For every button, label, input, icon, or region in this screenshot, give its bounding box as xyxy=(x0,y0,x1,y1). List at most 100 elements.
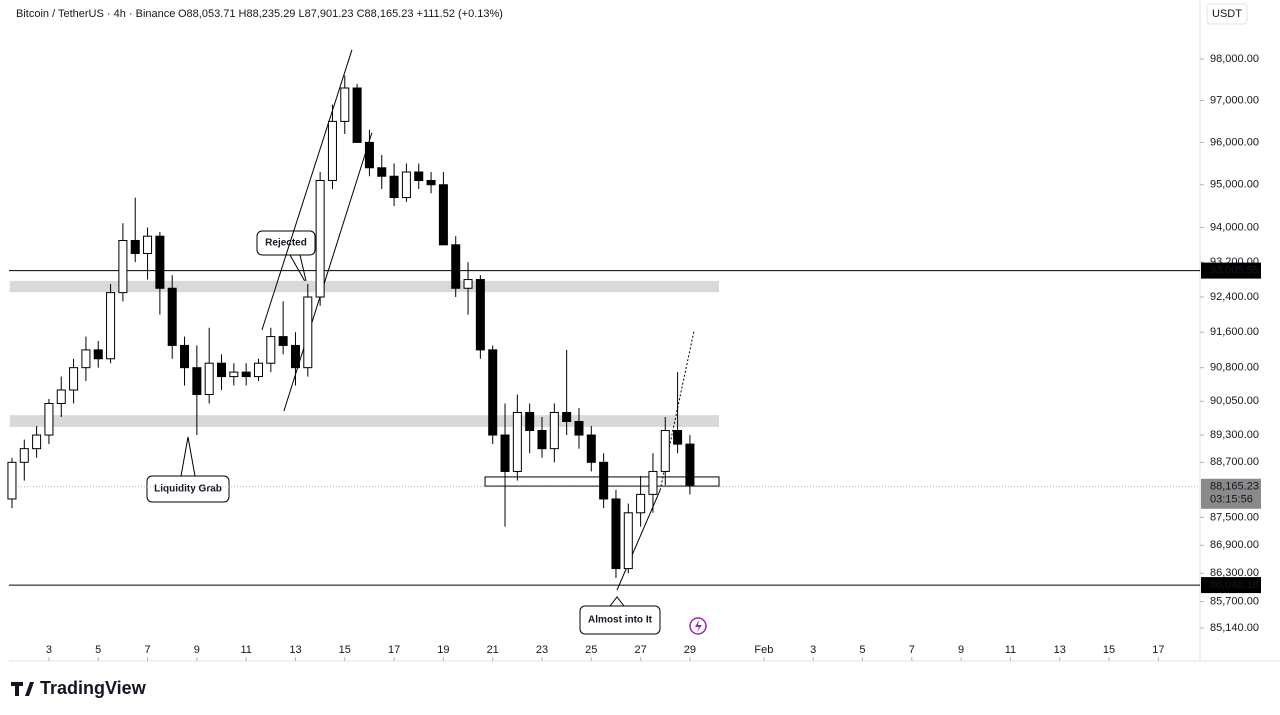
zone xyxy=(9,415,720,427)
candle-body xyxy=(636,493,646,514)
x-tick-label: 11 xyxy=(240,644,251,656)
candle-body xyxy=(130,239,140,254)
annotation-text: Rejected xyxy=(265,238,307,249)
lightning-icon[interactable] xyxy=(689,617,707,635)
x-tick-label: 19 xyxy=(437,644,449,656)
x-tick-label: 25 xyxy=(585,644,597,656)
trend-line xyxy=(261,49,353,331)
x-tick-label: 17 xyxy=(388,644,400,656)
y-tick-label: 88,700.00 xyxy=(1210,456,1259,468)
y-tick-label: 97,000.00 xyxy=(1210,94,1259,106)
brand-name: TradingView xyxy=(40,678,147,698)
candle-body xyxy=(537,430,547,450)
candle-body xyxy=(512,411,522,472)
price-label-box xyxy=(1201,577,1261,594)
x-tick-label: 3 xyxy=(46,644,52,656)
candle-body xyxy=(426,180,436,186)
chart-title: Bitcoin / TetherUS · 4h · Binance xyxy=(16,8,175,20)
candle-body xyxy=(180,344,190,369)
candle-body xyxy=(118,239,128,294)
candle-body xyxy=(253,362,263,378)
candle-body xyxy=(389,175,399,199)
candle-body xyxy=(303,296,313,369)
x-tick-label: 15 xyxy=(1103,644,1115,656)
annotation-text: Almost into It xyxy=(588,615,653,626)
annotation-box xyxy=(579,605,661,635)
candle-body xyxy=(377,167,387,177)
candle-body xyxy=(56,389,66,404)
candle-body xyxy=(438,184,448,246)
candle-body xyxy=(660,430,670,472)
x-tick-label: 23 xyxy=(536,644,548,656)
candle-body xyxy=(525,411,535,432)
plot-background xyxy=(9,0,1200,661)
countdown: 03:15:56 xyxy=(1210,494,1253,506)
annotation-pointer xyxy=(180,436,196,477)
candle-body xyxy=(673,430,683,445)
x-tick-label: 11 xyxy=(1005,644,1016,656)
candle-body xyxy=(155,235,165,289)
candle-body xyxy=(599,461,609,500)
candle-body xyxy=(93,349,103,360)
annotation-text: Liquidity Grab xyxy=(154,484,222,495)
candle-body xyxy=(352,87,362,143)
annotation-pointer xyxy=(609,596,625,607)
candle-body xyxy=(106,292,116,360)
candle-body xyxy=(488,349,498,436)
candle-body xyxy=(229,371,239,378)
candle-body xyxy=(574,420,584,436)
candle-body xyxy=(475,279,485,351)
annotation: Almost into It xyxy=(579,596,661,635)
current-price-label: 88,165.23 xyxy=(1210,481,1259,493)
candle-body xyxy=(623,512,633,570)
candle-body xyxy=(685,443,695,486)
candle-body xyxy=(451,244,461,289)
candle-body xyxy=(648,470,658,495)
candle-body xyxy=(167,287,177,346)
y-tick-label: 86,300.00 xyxy=(1210,567,1259,579)
x-tick-label: 3 xyxy=(810,644,816,656)
x-tick-label: 7 xyxy=(144,644,150,656)
y-tick-label: 92,400.00 xyxy=(1210,291,1259,303)
candle-body xyxy=(340,87,350,122)
candle-body xyxy=(278,336,288,346)
candle-body xyxy=(19,448,29,463)
candle-body xyxy=(315,180,325,298)
currency: USDT xyxy=(1212,8,1242,20)
x-tick-label: 17 xyxy=(1152,644,1164,656)
x-tick-label: 29 xyxy=(684,644,696,656)
candle-body xyxy=(290,344,300,369)
ohlc-info: O88,053.71 H88,235.29 L87,901.23 C88,165… xyxy=(178,8,503,20)
currency-box[interactable] xyxy=(1206,3,1248,25)
candle-body xyxy=(611,498,621,570)
y-tick-label: 95,000.00 xyxy=(1210,179,1259,191)
x-tick-label: 5 xyxy=(95,644,101,656)
candle-body xyxy=(204,362,214,395)
candle-body xyxy=(463,279,473,289)
x-tick-label: 13 xyxy=(289,644,301,656)
y-tick-label: 87,500.00 xyxy=(1210,511,1259,523)
candle-body xyxy=(143,235,153,254)
candle-body xyxy=(81,349,91,369)
candle-body xyxy=(549,411,559,450)
y-tick-label: 86,900.00 xyxy=(1210,539,1259,551)
candle-body xyxy=(44,402,54,436)
x-tick-label: 27 xyxy=(634,644,646,656)
y-tick-label: 96,000.00 xyxy=(1210,136,1259,148)
candle-body xyxy=(32,434,42,450)
y-tick-label: 90,800.00 xyxy=(1210,362,1259,374)
candle-body xyxy=(241,371,251,378)
annotation: Rejected xyxy=(256,230,316,286)
y-tick-label: 90,050.00 xyxy=(1210,395,1259,407)
x-tick-label: 13 xyxy=(1054,644,1066,656)
brand-logo[interactable]: TradingView xyxy=(11,678,147,698)
zone xyxy=(9,280,720,293)
y-tick-label: 98,000.00 xyxy=(1210,53,1259,65)
candle-body xyxy=(327,120,337,182)
candle-body xyxy=(364,141,374,169)
y-tick-label: 85,700.00 xyxy=(1210,595,1259,607)
y-tick-label: 91,600.00 xyxy=(1210,326,1259,338)
y-tick-label: 85,140.00 xyxy=(1210,622,1259,634)
candle-body xyxy=(69,367,79,391)
